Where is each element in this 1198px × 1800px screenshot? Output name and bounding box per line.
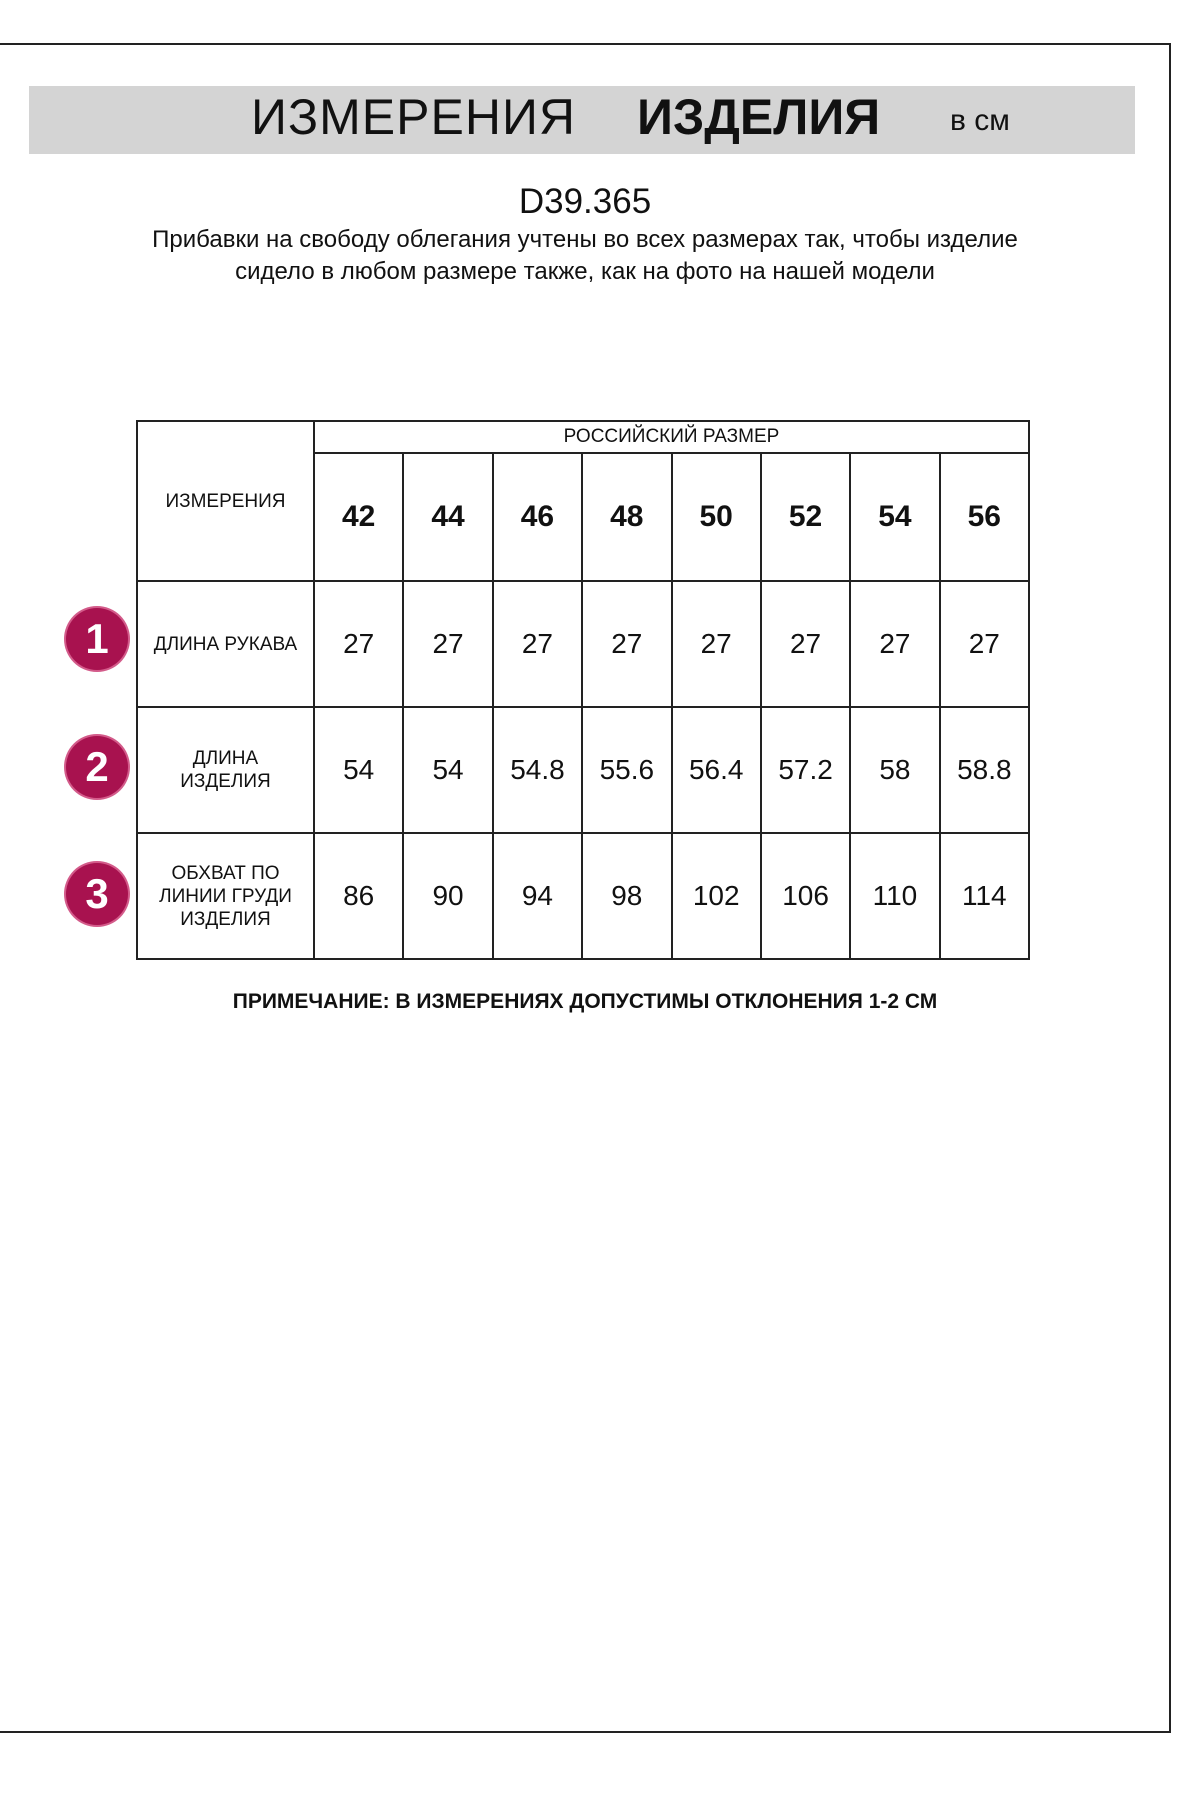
size-table: ИЗМЕРЕНИЯ РОССИЙСКИЙ РАЗМЕР 42 44 46 48 50 52… <box>136 420 1031 960</box>
title-unit: в см <box>950 104 1010 137</box>
measurement-value: 27 <box>581 580 673 708</box>
measurement-value: 27 <box>938 580 1031 708</box>
measurement-value: 98 <box>581 832 673 960</box>
measurement-value: 110 <box>849 832 941 960</box>
table-row: ДЛИНА ИЗДЕЛИЯ 54 54 54.8 55.6 56.4 57.2 58 58.8 <box>136 706 1031 834</box>
size-header: 44 <box>402 452 494 582</box>
note: ПРИМЕЧАНИЕ: В ИЗМЕРЕНИЯХ ДОПУСТИМЫ ОТКЛО… <box>232 990 938 1013</box>
measurement-value: 94 <box>491 832 584 960</box>
measurement-label: ДЛИНА ИЗДЕЛИЯ <box>136 706 315 834</box>
size-header: 50 <box>670 452 762 582</box>
measurement-label: ОБХВАТ ПО ЛИНИИ ГРУДИ ИЗДЕЛИЯ <box>136 832 315 960</box>
table-body: ДЛИНА РУКАВА 27 27 27 27 27 27 27 27 ДЛИНА ИЗДЕЛИ… <box>136 580 1031 960</box>
title-regular: ИЗМЕРЕНИЯ <box>251 89 576 145</box>
measurement-value: 57.2 <box>759 706 852 834</box>
measurement-value: 27 <box>402 580 494 708</box>
title-band <box>29 86 1135 154</box>
page-frame <box>0 43 1171 1733</box>
size-header: 48 <box>581 452 673 582</box>
measurement-value: 86 <box>312 832 405 960</box>
description: Прибавки на свободу облегания учтены во … <box>152 226 1018 285</box>
size-header: 56 <box>938 452 1031 582</box>
sizes-row: 42 44 46 48 50 52 54 56 <box>137 452 1031 582</box>
measurement-value: 58.8 <box>938 706 1031 834</box>
measurement-value: 58 <box>849 706 941 834</box>
measurements-header: ИЗМЕРЕНИЯ <box>136 420 315 582</box>
table-row: ДЛИНА РУКАВА 27 27 27 27 27 27 27 27 <box>136 580 1031 708</box>
measurement-value: 54.8 <box>491 706 584 834</box>
measurement-value: 27 <box>759 580 852 708</box>
measurement-value: 27 <box>312 580 405 708</box>
number-badge: 3 <box>66 863 128 925</box>
table-row: ОБХВАТ ПО ЛИНИИ ГРУДИ ИЗДЕЛИЯ 86 90 94 98 102… <box>136 832 1031 960</box>
size-header: 46 <box>491 452 584 582</box>
number-badge: 2 <box>66 736 128 798</box>
article-code: D39.365 <box>518 182 652 221</box>
size-header: 52 <box>759 452 852 582</box>
measurement-label: ДЛИНА РУКАВА <box>136 580 315 708</box>
measurement-value: 90 <box>402 832 494 960</box>
measurement-value: 102 <box>670 832 762 960</box>
size-group-header: РОССИЙСКИЙ РАЗМЕР <box>313 420 1030 454</box>
size-header: 54 <box>849 452 941 582</box>
measurement-value: 27 <box>670 580 762 708</box>
measurement-value: 54 <box>312 706 405 834</box>
measurement-value: 56.4 <box>670 706 762 834</box>
measurement-value: 106 <box>759 832 852 960</box>
measurement-value: 114 <box>938 832 1031 960</box>
measurement-value: 55.6 <box>581 706 673 834</box>
measurement-value: 27 <box>491 580 584 708</box>
title-bold: ИЗДЕЛИЯ <box>637 89 881 145</box>
measurement-value: 54 <box>402 706 494 834</box>
measurement-value: 27 <box>849 580 941 708</box>
number-badge: 1 <box>66 608 128 670</box>
size-header: 42 <box>312 452 405 582</box>
